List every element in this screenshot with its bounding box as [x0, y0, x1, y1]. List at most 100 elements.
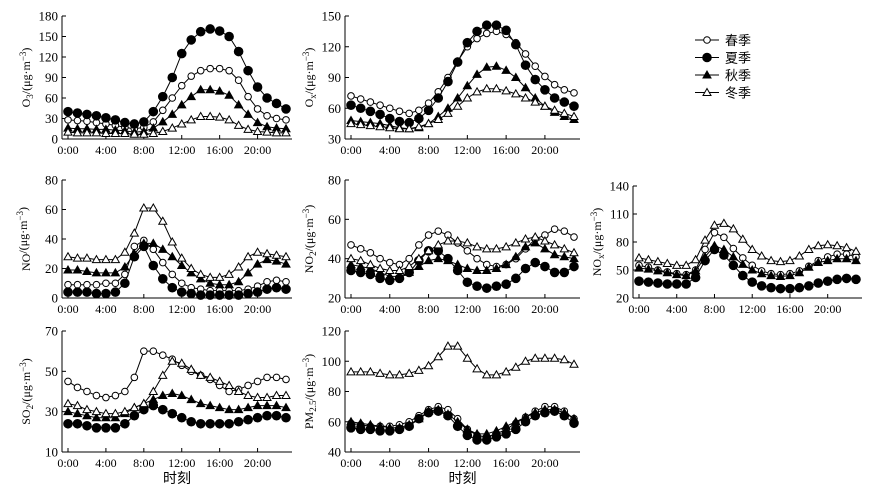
data-point: [384, 369, 395, 379]
data-point: [176, 99, 187, 109]
data-point: [737, 234, 748, 243]
data-point: [473, 34, 481, 43]
data-point: [91, 406, 102, 416]
y-label-sup: −3: [15, 210, 25, 220]
data-point: [73, 280, 82, 289]
x-tick-label: 16:00: [206, 143, 233, 157]
data-point: [271, 256, 282, 265]
data-point: [355, 255, 366, 265]
y-label-close: ): [302, 48, 316, 52]
data-point: [832, 240, 842, 250]
data-point: [72, 400, 83, 410]
data-point: [148, 106, 159, 117]
data-point: [177, 279, 186, 288]
data-point: [559, 267, 570, 278]
data-point: [462, 424, 473, 433]
data-point: [281, 104, 291, 114]
data-point: [710, 228, 719, 237]
y-tick-label: 50: [45, 364, 58, 379]
y-label-sub: 2: [308, 251, 318, 256]
data-point: [511, 39, 521, 50]
data-point: [101, 423, 111, 433]
data-point: [549, 249, 560, 259]
data-point: [443, 76, 453, 87]
y-label-close: ): [302, 205, 316, 209]
data-point: [63, 251, 73, 261]
data-point: [375, 263, 385, 272]
data-point: [262, 127, 272, 136]
data-point: [549, 93, 560, 103]
data-point: [375, 121, 385, 131]
data-point: [832, 253, 842, 263]
x-axis-label: 时刻: [163, 471, 191, 487]
data-point: [140, 347, 148, 355]
data-point: [559, 108, 570, 117]
data-point: [569, 111, 579, 120]
data-point: [481, 20, 492, 31]
y-tick-label: 40: [45, 232, 58, 247]
data-point: [148, 128, 159, 138]
data-point: [158, 106, 167, 115]
data-point: [91, 254, 102, 264]
data-point: [491, 281, 502, 292]
data-point: [282, 116, 290, 124]
y-label-close: ): [590, 208, 604, 212]
data-point: [690, 254, 701, 264]
data-point: [281, 259, 291, 268]
data-point: [433, 404, 444, 414]
y-label-sup: −3: [301, 51, 311, 61]
data-point: [243, 65, 253, 76]
data-point: [404, 267, 415, 276]
data-point: [384, 122, 395, 132]
data-point: [195, 84, 206, 94]
y-label-unit: /(μg·m: [302, 367, 316, 401]
data-point: [148, 260, 159, 271]
data-point: [281, 402, 291, 412]
data-point: [91, 288, 102, 299]
data-point: [719, 218, 729, 227]
data-point: [356, 95, 365, 103]
series-1: [64, 236, 290, 295]
y-label-main: NO: [302, 256, 316, 274]
series-3: [634, 240, 861, 281]
data-point: [794, 267, 805, 277]
data-point: [550, 225, 559, 233]
legend-label: 秋季: [725, 68, 751, 83]
y-tick-label: 20: [45, 261, 58, 276]
data-point: [365, 366, 376, 376]
data-point: [541, 72, 549, 81]
data-point: [214, 376, 225, 385]
data-point: [643, 277, 654, 287]
data-point: [472, 428, 482, 438]
data-point: [375, 368, 385, 377]
data-point: [252, 412, 263, 423]
data-point: [501, 421, 511, 430]
data-point: [443, 409, 453, 418]
data-point: [747, 244, 758, 253]
x-tick-label: 0:00: [340, 302, 361, 316]
data-point: [224, 279, 234, 289]
data-point: [481, 62, 492, 71]
data-point: [252, 400, 263, 410]
data-point: [511, 273, 521, 284]
data-point: [775, 271, 786, 281]
data-point: [82, 287, 92, 297]
data-point: [233, 276, 244, 286]
data-point: [405, 109, 413, 118]
y-label-sub: x: [308, 94, 318, 99]
x-tick-label: 16:00: [206, 456, 233, 470]
data-point: [82, 266, 92, 275]
data-point: [63, 398, 73, 408]
data-point: [540, 261, 550, 272]
data-point: [158, 351, 167, 360]
data-point: [129, 129, 140, 138]
data-point: [252, 287, 263, 297]
data-point: [569, 261, 579, 272]
legend-label: 夏季: [725, 51, 751, 66]
data-point: [195, 273, 206, 283]
data-point: [205, 290, 215, 300]
data-point: [550, 80, 559, 89]
data-point: [148, 238, 159, 247]
data-point: [72, 127, 83, 137]
chart-no2: 20 40 60 80 0:00 4:00 8:00 12:00 16:00 20:00 NO2/(…: [301, 173, 580, 316]
